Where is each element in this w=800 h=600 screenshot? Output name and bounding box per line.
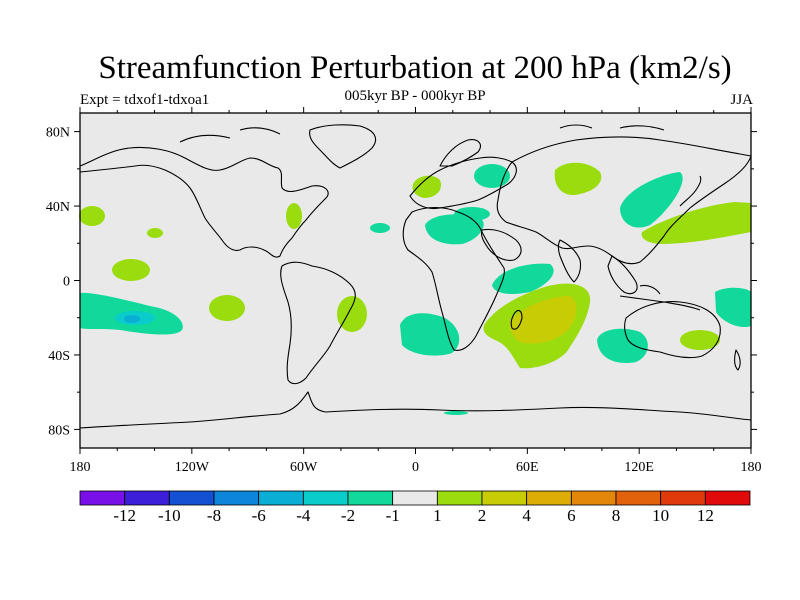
colorbar-label: -12	[113, 506, 136, 525]
axis-ticks	[74, 107, 757, 454]
lat-tick-label: 80S	[48, 423, 70, 438]
coastlines	[79, 124, 752, 429]
colorbar-label: 6	[567, 506, 576, 525]
anomaly-russia	[474, 164, 510, 188]
colorbar-swatch	[570, 490, 617, 506]
coastline-southeast-asia	[607, 255, 638, 295]
anomaly-east-africa	[492, 263, 554, 294]
lon-tick-label: 60W	[290, 460, 318, 475]
coastline-greenland	[309, 124, 377, 169]
lon-tick-label: 180	[70, 460, 91, 475]
map-subtitle: 005kyr BP - 000kyr BP	[344, 88, 486, 104]
anomaly-indian-ocean-south	[597, 328, 648, 364]
colorbar-swatch	[615, 490, 662, 506]
coastline-japan	[679, 175, 702, 207]
season-label: JJA	[730, 92, 753, 108]
colorbar-swatch	[168, 490, 215, 506]
coastline-asia	[496, 136, 752, 265]
lon-tick-label: 120W	[175, 460, 210, 475]
colorbar-label: 12	[696, 506, 714, 525]
coastline-south-america	[280, 261, 356, 385]
anomaly-south-pacific-core-2	[124, 315, 140, 323]
coastline-scandinavia	[439, 139, 481, 167]
anomaly-north-pacific	[79, 206, 105, 226]
positive-anomalies	[79, 162, 751, 369]
colorbar-label: 2	[477, 506, 487, 525]
anomaly-north-america	[286, 203, 302, 229]
colorbar-swatch	[124, 490, 170, 506]
map-background	[80, 113, 751, 448]
colorbar-swatch	[481, 490, 528, 506]
lon-tick-label: 120E	[624, 460, 654, 475]
colorbar-label: -2	[340, 506, 356, 525]
experiment-label: Expt = tdxof1-tdxoa1	[80, 92, 210, 108]
lon-tick-label: 0	[412, 460, 419, 475]
colorbar-label: -8	[206, 506, 222, 525]
lat-tick-label: 40S	[48, 349, 70, 364]
anomaly-new-zealand	[680, 330, 720, 350]
colorbar-swatch	[436, 490, 483, 506]
coastline-antarctica	[79, 391, 752, 429]
colorbar-label: 10	[652, 506, 670, 525]
anomaly-south-america-east	[337, 296, 367, 332]
lat-tick-label: 0	[63, 275, 70, 290]
colorbar-swatch	[526, 490, 572, 506]
axis-tick-labels: 80N 40N 0 40S 80S 180 120W 60W 0 60E 120E 180	[46, 126, 762, 475]
lat-tick-label: 80N	[46, 126, 70, 141]
coastline-africa	[402, 206, 505, 351]
colorbar-label: 8	[611, 506, 621, 525]
anomaly-west-pacific	[641, 202, 751, 244]
anomaly-black-sea	[454, 207, 490, 221]
map-title: Streamfunction Perturbation at 200 hPa (…	[98, 50, 732, 86]
colorbar-swatch	[79, 490, 126, 506]
negative-anomalies	[80, 164, 751, 415]
colorbar-label: 1	[433, 506, 442, 525]
anomaly-central-asia	[637, 183, 673, 201]
coastline-india	[557, 239, 582, 283]
anomaly-indian-ocean-core	[509, 296, 577, 344]
colorbar-label: -1	[385, 506, 400, 525]
colorbar	[79, 490, 751, 506]
colorbar-label: 4	[522, 506, 531, 525]
colorbar-swatch	[213, 490, 260, 506]
colorbar-swatch	[347, 490, 394, 506]
lon-tick-label: 180	[741, 460, 762, 475]
lat-tick-label: 40N	[46, 200, 70, 215]
anomaly-atlantic-west	[147, 228, 163, 238]
coastline-europe	[409, 156, 517, 210]
coastline-new-zealand	[734, 349, 741, 371]
coastline-arctic-islands	[179, 124, 665, 143]
colorbar-swatch	[258, 490, 304, 506]
coastline-north-america	[79, 146, 329, 258]
anomaly-north-atlantic	[370, 223, 390, 233]
anomaly-europe	[412, 175, 442, 198]
coastline-australia	[624, 301, 721, 359]
anomaly-south-pacific-east	[209, 295, 245, 321]
colorbar-label: -10	[157, 506, 181, 525]
anomaly-mediterranean	[425, 214, 484, 245]
colorbar-label: -4	[296, 506, 311, 525]
colorbar-swatch	[660, 490, 706, 506]
anomaly-antarctic	[444, 411, 468, 415]
colorbar-swatch	[302, 490, 349, 506]
colorbar-swatch	[704, 490, 751, 506]
anomaly-equatorial-pacific	[112, 259, 150, 281]
anomaly-australia-east	[715, 287, 751, 328]
coastline-madagascar	[510, 309, 523, 330]
anomaly-south-atlantic	[400, 313, 460, 356]
colorbar-label: -6	[251, 506, 266, 525]
anomaly-asia	[554, 162, 602, 196]
coastline-arabia	[480, 228, 522, 261]
colorbar-swatch	[392, 490, 438, 506]
lon-tick-label: 60E	[516, 460, 539, 475]
